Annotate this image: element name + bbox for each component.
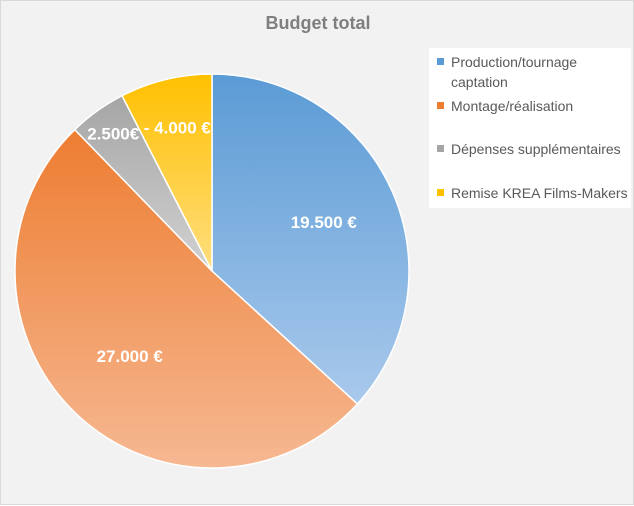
legend: Production/tournage captation Montage/ré… xyxy=(429,48,631,208)
legend-swatch-depenses xyxy=(437,145,444,152)
legend-label-depenses: Dépenses supplémentaires xyxy=(451,141,621,157)
data-label-remise: - 4.000 € xyxy=(144,118,212,137)
legend-label-production: Production/tournage captation xyxy=(451,54,578,90)
data-label-production: 19.500 € xyxy=(291,213,358,232)
legend-label-remise: Remise KREA Films-Makers xyxy=(451,185,628,201)
legend-swatch-remise xyxy=(437,189,444,196)
pie-slice-production xyxy=(211,73,410,406)
legend-label-montage: Montage/réalisation xyxy=(451,98,574,114)
chart-title: Budget total xyxy=(265,13,371,33)
data-label-montage: 27.000 € xyxy=(97,347,164,366)
legend-swatch-montage xyxy=(437,102,444,109)
pie-slice-montage xyxy=(14,128,359,469)
data-label-depenses: 2.500€ xyxy=(87,124,140,143)
legend-swatch-production xyxy=(437,58,444,65)
pie-slice-remise xyxy=(121,73,213,272)
